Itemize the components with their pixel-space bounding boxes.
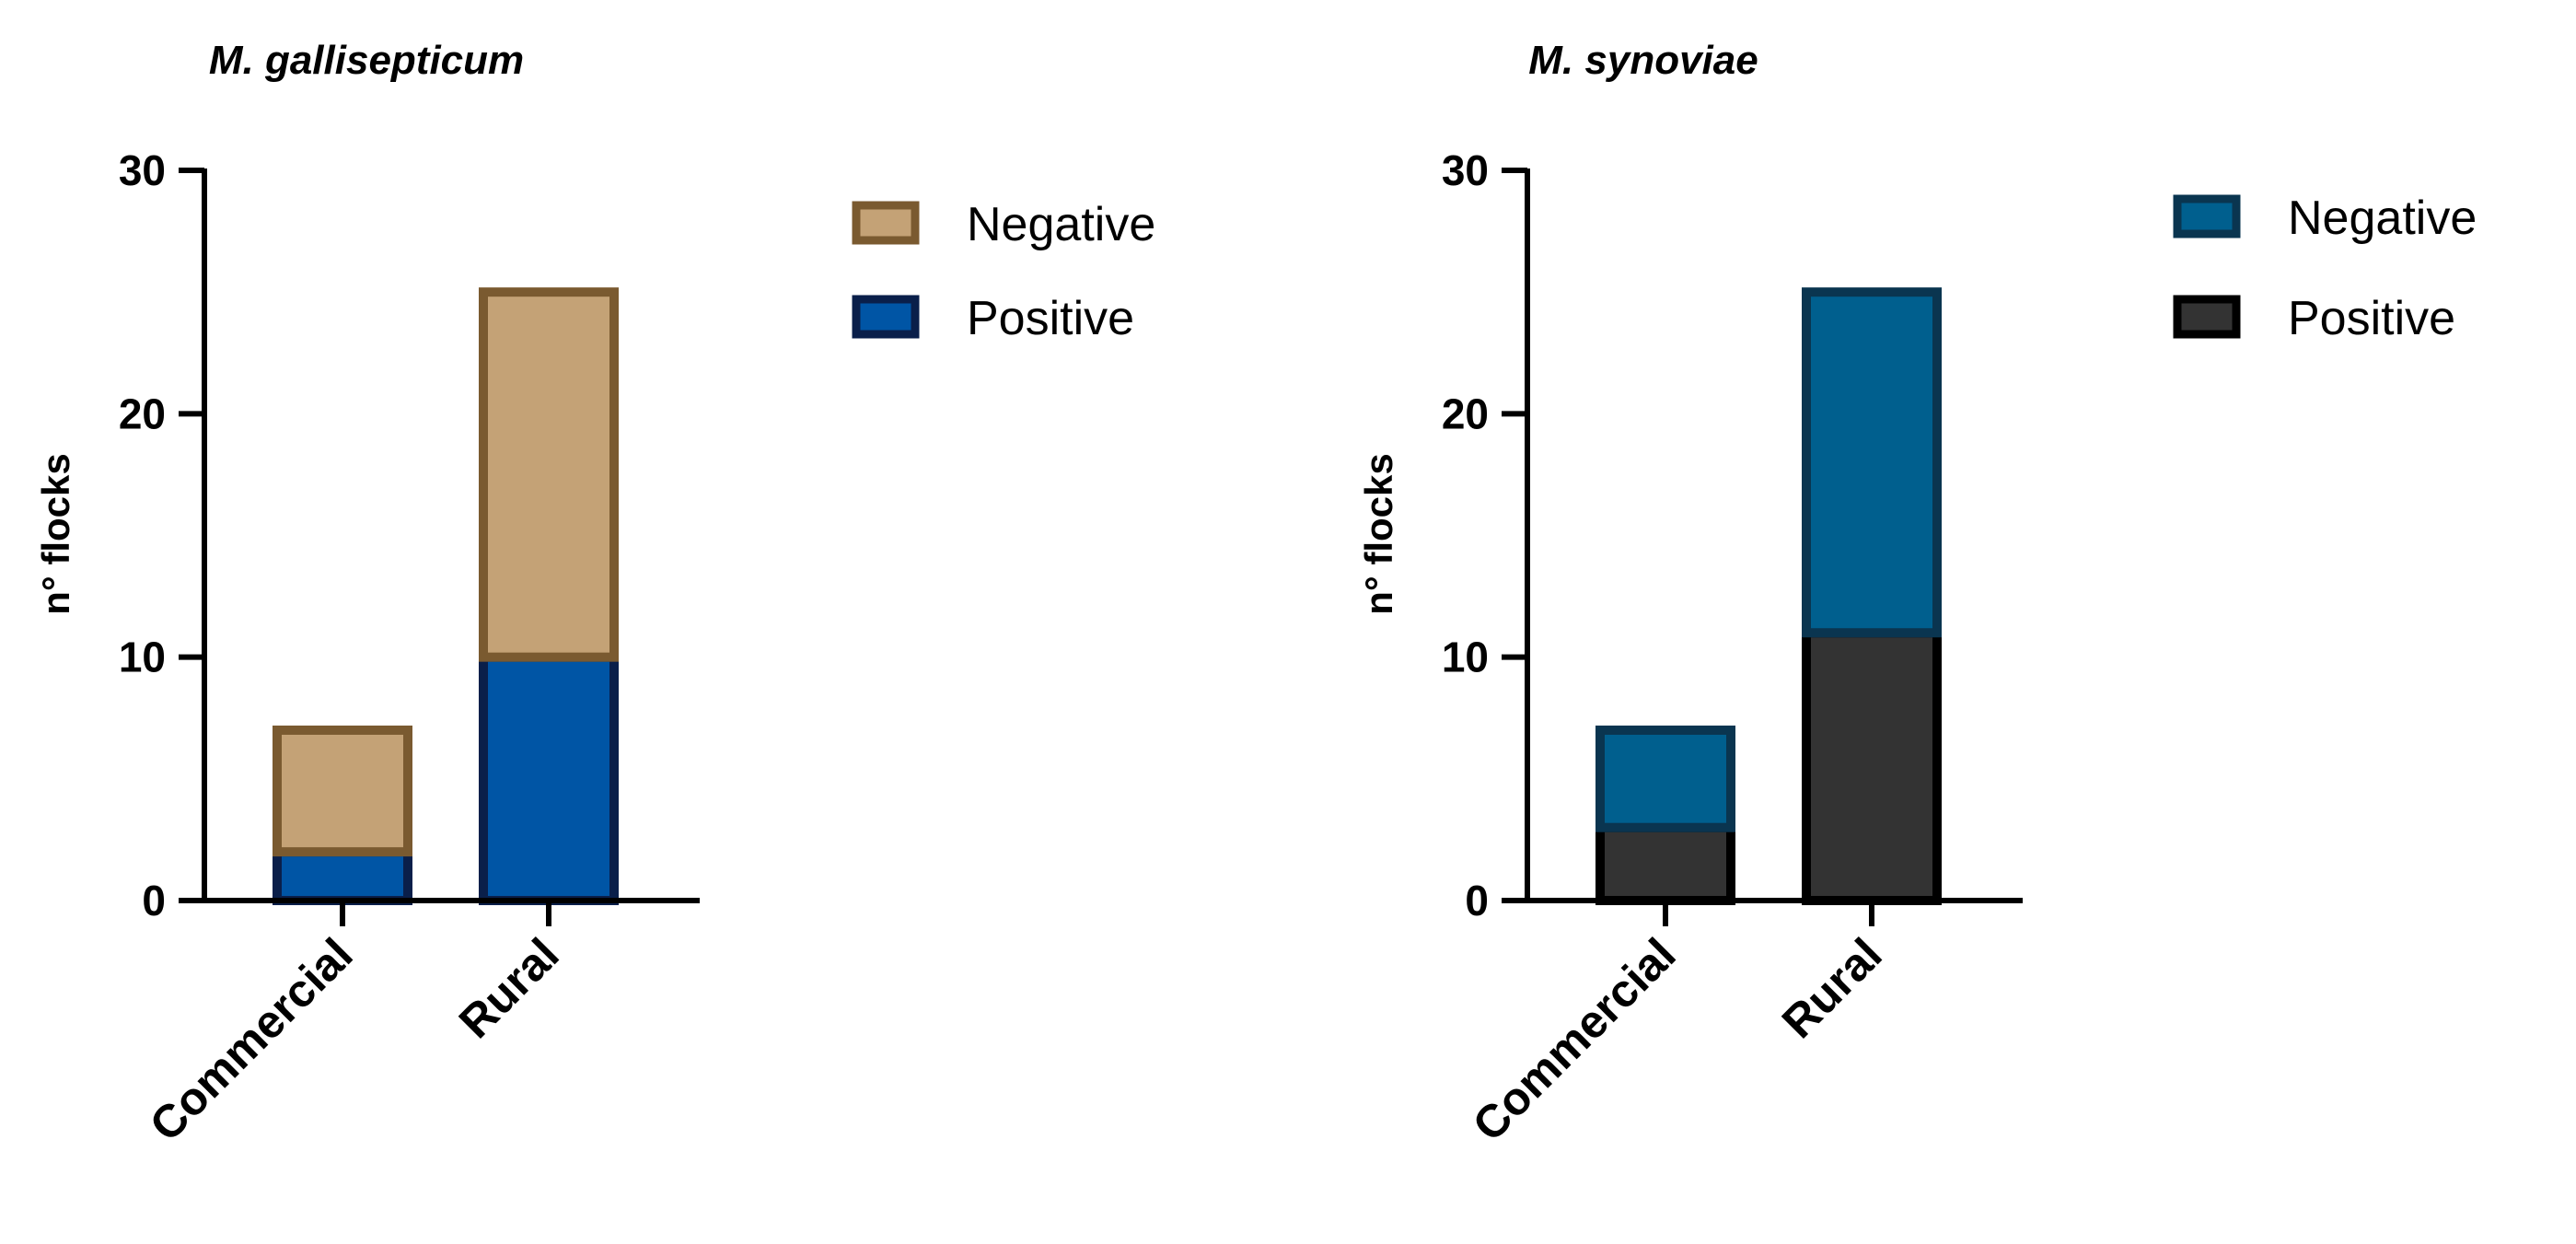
y-tick-label: 10 xyxy=(119,634,166,681)
bar-commercial-negative xyxy=(273,725,412,857)
x-tick-label: Rural xyxy=(449,928,569,1048)
bar-rural-negative xyxy=(1802,287,1942,638)
y-tick-label: 10 xyxy=(1442,634,1489,681)
chart-panel-synoviae: M. synoviae n° flocks 0 10 20 30 Commercial R… xyxy=(1357,38,2477,1151)
y-tick-label: 20 xyxy=(119,389,166,437)
legend-swatch-positive xyxy=(852,295,920,339)
y-tick-label: 0 xyxy=(1465,877,1489,924)
legend-swatch-negative xyxy=(852,201,920,245)
legend-label-positive: Positive xyxy=(967,292,1134,345)
legend-label-negative: Negative xyxy=(2288,192,2477,245)
y-tick-label: 0 xyxy=(142,877,166,924)
bar-rural-positive xyxy=(1802,628,1942,905)
bars-layer xyxy=(273,287,619,906)
legend-label-positive: Positive xyxy=(2288,292,2455,345)
bars-layer xyxy=(1595,287,1942,906)
chart-panel-gallisepticum: M. gallisepticum n° flocks 0 10 20 30 Commer… xyxy=(34,38,1155,1151)
y-tick-label: 20 xyxy=(1442,389,1489,437)
legend-label-negative: Negative xyxy=(967,198,1155,251)
x-tick-label: Rural xyxy=(1772,928,1892,1048)
x-tick-label: Commercial xyxy=(1463,928,1686,1151)
legend: Negative Positive xyxy=(2173,192,2477,345)
y-axis-label: n° flocks xyxy=(1357,453,1400,615)
y-axis-label: n° flocks xyxy=(34,453,77,615)
bar-rural-positive xyxy=(479,652,619,906)
y-tick-label: 30 xyxy=(119,146,166,194)
legend-swatch-positive xyxy=(2173,295,2241,339)
bar-commercial-negative xyxy=(1595,725,1735,832)
legend-swatch-negative xyxy=(2173,194,2241,238)
y-tick-label: 30 xyxy=(1442,146,1489,194)
bar-rural-negative xyxy=(479,287,619,662)
bar-commercial-positive xyxy=(273,847,412,906)
legend: Negative Positive xyxy=(852,198,1155,345)
x-tick-label: Commercial xyxy=(140,928,363,1151)
chart-title: M. synoviae xyxy=(1528,38,1758,83)
chart-title: M. gallisepticum xyxy=(209,38,524,83)
bar-commercial-positive xyxy=(1595,822,1735,906)
